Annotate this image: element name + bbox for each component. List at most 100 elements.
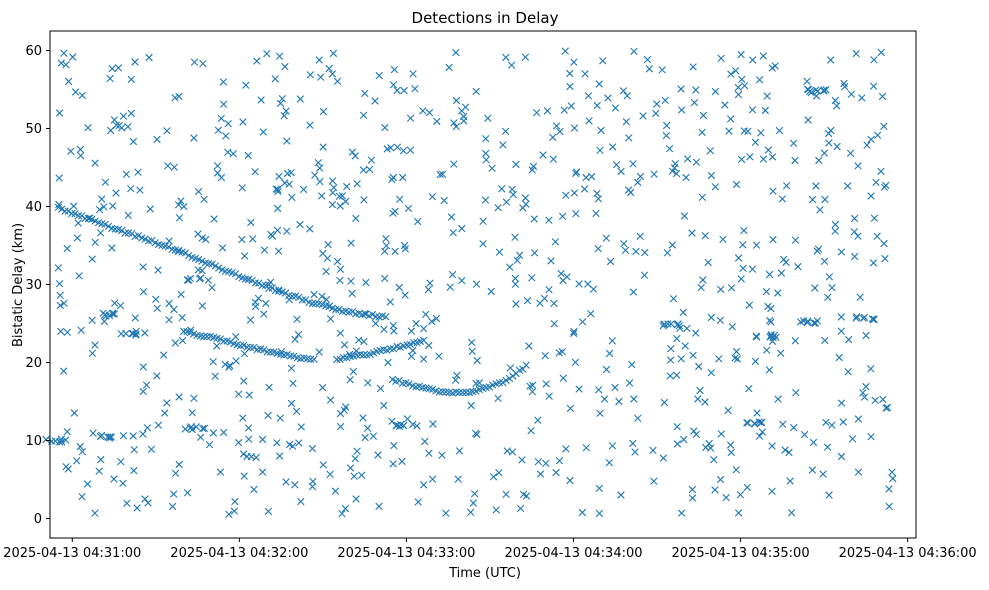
detection-point	[484, 114, 492, 122]
detection-point	[424, 285, 433, 294]
detection-point	[459, 388, 467, 397]
detection-point	[406, 146, 415, 154]
detection-point	[757, 129, 765, 137]
detection-point	[765, 270, 774, 279]
detection-point	[389, 81, 398, 89]
detection-point	[368, 310, 377, 319]
detection-point	[482, 149, 490, 158]
detection-point	[671, 160, 679, 168]
detection-point	[130, 466, 138, 475]
detection-point	[692, 86, 700, 94]
detection-point	[511, 274, 519, 283]
detection-point	[452, 48, 460, 57]
detection-point	[393, 86, 401, 95]
detection-point	[112, 121, 120, 129]
detection-point	[353, 447, 361, 455]
detection-point	[213, 162, 222, 170]
detection-point	[322, 267, 330, 276]
detection-point	[433, 117, 441, 126]
detection-point	[660, 398, 669, 407]
detection-point	[668, 167, 677, 175]
detection-point	[69, 53, 77, 61]
detection-point	[472, 379, 480, 388]
detection-point	[525, 342, 533, 350]
detection-point	[209, 429, 218, 437]
detection-point	[860, 393, 869, 401]
detection-point	[211, 262, 220, 270]
detection-point	[790, 423, 798, 432]
detection-point	[869, 82, 878, 90]
detection-point	[164, 243, 173, 251]
detection-point	[578, 318, 587, 326]
detection-point	[141, 235, 149, 243]
detection-point	[389, 321, 397, 330]
detection-point	[432, 314, 441, 323]
detection-point	[240, 341, 248, 349]
detection-point	[400, 421, 408, 430]
detection-point	[170, 490, 178, 498]
detection-point	[837, 313, 845, 321]
detection-point	[177, 197, 185, 205]
detection-point	[666, 372, 674, 380]
detection-point	[751, 138, 760, 146]
detection-point	[572, 210, 580, 218]
detection-point	[306, 225, 314, 233]
detection-point	[501, 127, 510, 135]
detection-point	[755, 432, 764, 440]
detection-point	[512, 300, 520, 308]
detection-point	[266, 348, 275, 356]
detection-point	[420, 481, 428, 489]
detection-point	[217, 114, 225, 123]
detection-point	[856, 293, 864, 301]
detection-point	[57, 59, 65, 67]
detection-point	[164, 162, 172, 170]
detection-point	[888, 468, 896, 476]
detection-point	[617, 167, 625, 176]
detection-point	[744, 419, 752, 427]
detection-point	[175, 214, 184, 222]
detection-point	[299, 185, 308, 194]
detection-point	[745, 384, 753, 393]
y-tick-label: 40	[25, 200, 42, 215]
detection-point	[458, 224, 466, 233]
detection-point	[353, 180, 361, 188]
detection-point	[296, 95, 304, 103]
detection-point	[516, 504, 525, 513]
detection-point	[308, 444, 317, 453]
detection-point	[688, 229, 696, 237]
detection-point	[827, 126, 835, 135]
detection-point	[352, 214, 360, 223]
detection-point	[131, 314, 139, 322]
detection-point	[384, 358, 392, 367]
detection-point	[139, 430, 147, 438]
detection-point	[732, 180, 741, 189]
detection-point	[665, 145, 674, 153]
detection-point	[280, 112, 288, 120]
detection-point	[109, 202, 117, 210]
detection-point	[276, 414, 284, 422]
detection-point	[502, 490, 510, 498]
detection-point	[178, 336, 187, 345]
detection-point	[777, 269, 786, 277]
detection-point	[765, 366, 774, 374]
detection-point	[695, 362, 703, 371]
detection-point	[837, 248, 846, 256]
detection-point	[139, 387, 147, 396]
detection-point	[264, 507, 273, 516]
detection-point	[136, 186, 144, 194]
detection-point	[701, 232, 709, 240]
detection-point	[745, 301, 754, 309]
detection-point	[351, 454, 359, 463]
detection-point	[188, 409, 196, 417]
detection-point	[359, 351, 368, 359]
detection-point	[315, 56, 323, 64]
detection-point	[240, 377, 248, 385]
detection-point	[734, 254, 743, 262]
detection-point	[759, 52, 767, 60]
detection-point	[405, 380, 413, 388]
detection-point	[336, 422, 345, 431]
detection-point	[216, 468, 225, 476]
detection-point	[381, 247, 389, 255]
detection-point	[677, 85, 685, 93]
detection-point	[153, 304, 161, 312]
